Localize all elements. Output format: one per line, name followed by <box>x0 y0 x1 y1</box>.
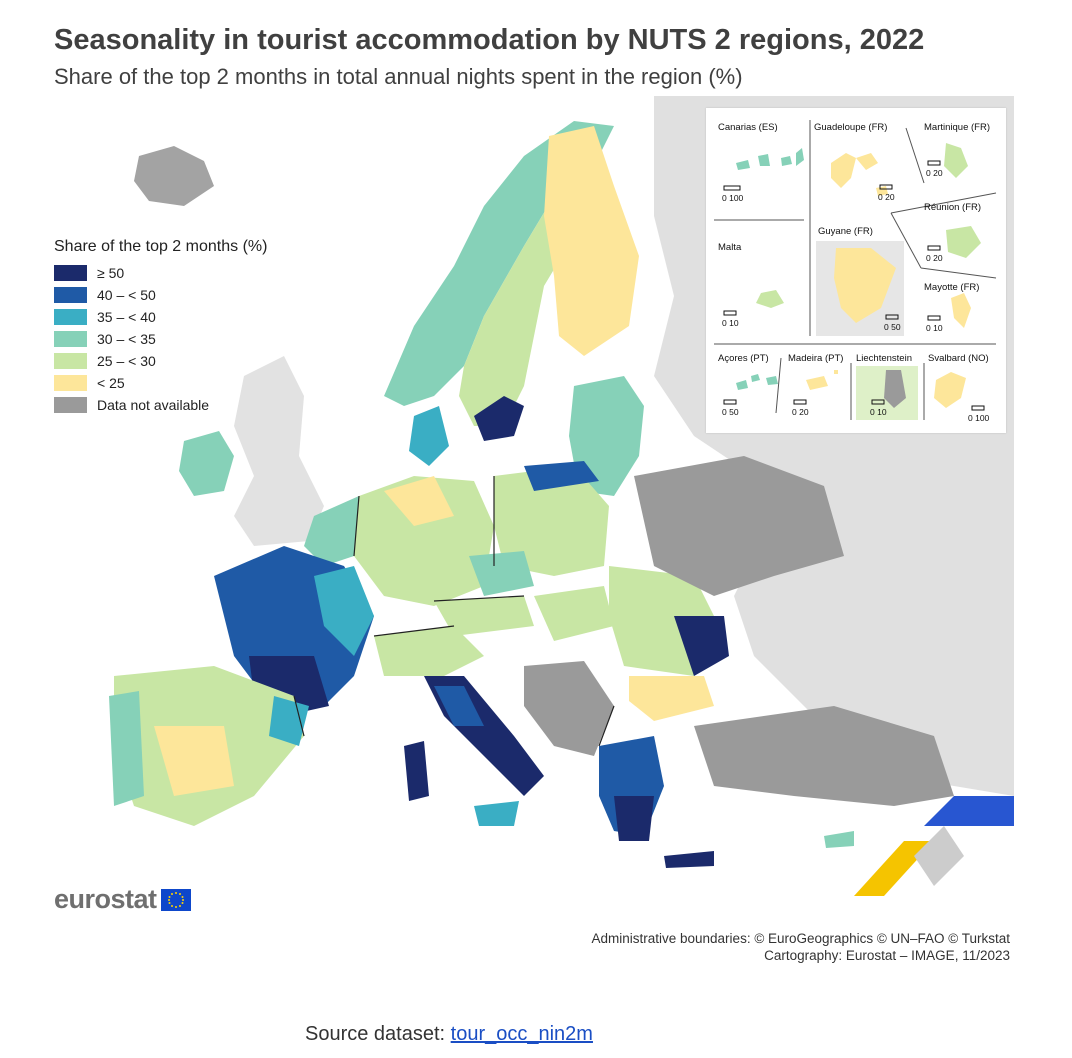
inset-scale-liechtenstein: 0 10 <box>870 407 887 417</box>
inset-label-malta: Malta <box>718 242 742 253</box>
region-portugal <box>109 691 144 806</box>
region-italy-north <box>374 626 484 676</box>
legend-item: 35 – < 40 <box>54 306 267 328</box>
region-hungary <box>534 586 614 641</box>
inset-label-canarias: Canarias (ES) <box>718 122 778 133</box>
map-subtitle: Share of the top 2 months in total annua… <box>54 64 743 89</box>
inset-scale-acores: 0 50 <box>722 407 739 417</box>
legend-swatch <box>54 353 87 369</box>
inset-scale-guyane: 0 50 <box>884 322 901 332</box>
legend-item: ≥ 50 <box>54 262 267 284</box>
region-france-east <box>314 566 374 656</box>
legend-item: 40 – < 50 <box>54 284 267 306</box>
credits: Administrative boundaries: © EuroGeograp… <box>591 930 1010 964</box>
eu-flag-icon <box>160 888 191 911</box>
region-benelux <box>304 496 359 566</box>
region-romania-east <box>674 616 729 676</box>
source-prefix: Source dataset: <box>305 1023 451 1045</box>
region-denmark <box>409 406 449 466</box>
legend-title: Share of the top 2 months (%) <box>54 238 268 255</box>
legend-item: 25 – < 30 <box>54 350 267 372</box>
inset-panel: Canarias (ES) Guadeloupe (FR) Martinique… <box>706 108 1006 433</box>
land-iceland <box>134 146 214 206</box>
region-catalonia <box>269 696 309 746</box>
inset-scale-guadeloupe: 0 20 <box>878 192 895 202</box>
legend-swatch <box>54 397 87 413</box>
legend-label: 40 – < 50 <box>97 287 156 303</box>
inset-label-guyane: Guyane (FR) <box>818 226 873 237</box>
legend-label: < 25 <box>97 375 125 391</box>
map-title: Seasonality in tourist accommodation by … <box>54 24 925 56</box>
logo-text: eurostat <box>54 884 157 914</box>
source-line: Source dataset: tour_occ_nin2m <box>305 1023 593 1046</box>
region-czechia <box>469 551 534 596</box>
source-dataset-link[interactable]: tour_occ_nin2m <box>450 1023 593 1045</box>
region-poland-north <box>524 461 599 491</box>
legend-label: 25 – < 30 <box>97 353 156 369</box>
legend-item: 30 – < 35 <box>54 328 267 350</box>
eurostat-logo: eurostat <box>54 884 191 915</box>
region-cyprus <box>824 831 854 848</box>
legend: Share of the top 2 months (%) ≥ 50 40 – … <box>54 238 267 416</box>
region-ireland <box>179 431 234 496</box>
inset-scale-reunion: 0 20 <box>926 253 943 263</box>
inset-label-reunion: Réunion (FR) <box>924 202 982 213</box>
region-balkans-nodata <box>524 661 614 756</box>
inset-label-madeira: Madeira (PT) <box>788 353 844 364</box>
credits-cartography: Cartography: Eurostat – IMAGE, 11/2023 <box>764 948 1010 963</box>
region-spain-centre <box>154 726 234 796</box>
inset-scale-malta: 0 10 <box>722 318 739 328</box>
region-germany <box>354 476 494 606</box>
region-sicily <box>474 801 519 826</box>
inset-scale-canarias: 0 100 <box>722 193 744 203</box>
region-crete <box>664 851 714 868</box>
legend-swatch <box>54 309 87 325</box>
inset-label-mayotte: Mayotte (FR) <box>924 282 980 293</box>
inset-scale-mayotte: 0 10 <box>926 323 943 333</box>
legend-label: 30 – < 35 <box>97 331 156 347</box>
legend-swatch <box>54 331 87 347</box>
region-poland <box>494 466 609 576</box>
region-finland <box>544 126 639 356</box>
inset-scale-martinique: 0 20 <box>926 168 943 178</box>
region-italy-mid <box>434 686 484 726</box>
region-austria <box>434 596 534 636</box>
inset-label-liechtenstein: Liechtenstein <box>856 353 912 364</box>
legend-swatch <box>54 265 87 281</box>
inset-label-svalbard: Svalbard (NO) <box>928 353 989 364</box>
region-sweden-south <box>474 396 524 441</box>
inset-scale-madeira: 0 20 <box>792 407 809 417</box>
legend-label: Data not available <box>97 397 210 413</box>
region-turkey-nodata <box>694 706 954 806</box>
legend-swatch <box>54 375 87 391</box>
land-uk <box>234 356 324 546</box>
legend-item: Data not available <box>54 394 267 416</box>
credits-boundaries: Administrative boundaries: © EuroGeograp… <box>591 931 1010 946</box>
region-east-nodata <box>634 456 844 596</box>
legend-label: 35 – < 40 <box>97 309 156 325</box>
region-germany-north <box>384 476 454 526</box>
inset-label-martinique: Martinique (FR) <box>924 122 990 133</box>
legend-swatch <box>54 287 87 303</box>
legend-label: ≥ 50 <box>97 265 125 281</box>
legend-item: < 25 <box>54 372 267 394</box>
region-bulgaria <box>629 676 714 721</box>
inset-maps <box>714 120 997 420</box>
inset-label-guadeloupe: Guadeloupe (FR) <box>814 122 888 133</box>
region-greece-south <box>614 796 654 841</box>
region-sardinia <box>404 741 429 801</box>
inset-scale-svalbard: 0 100 <box>968 413 990 423</box>
inset-label-acores: Açores (PT) <box>718 353 769 364</box>
